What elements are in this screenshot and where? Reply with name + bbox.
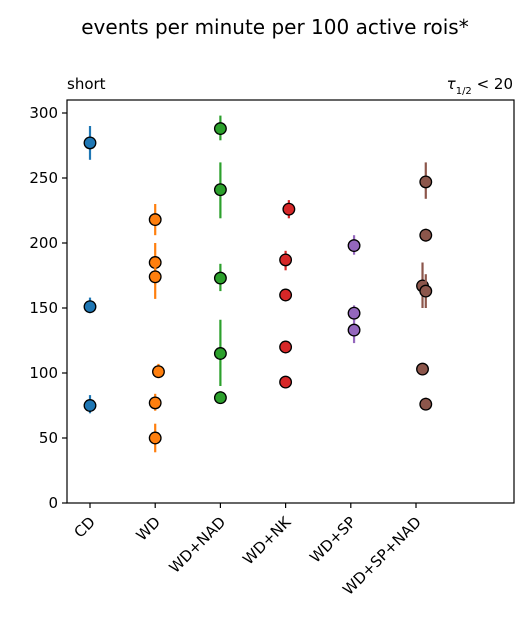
- data-point: [348, 307, 360, 319]
- data-point: [84, 301, 96, 313]
- data-point: [215, 348, 227, 360]
- x-tick-label: WD+NAD: [166, 513, 230, 577]
- data-point: [348, 240, 360, 252]
- plot-frame: [67, 100, 514, 503]
- data-point: [420, 229, 432, 241]
- data-point: [348, 324, 360, 336]
- data-point: [215, 392, 227, 404]
- data-point: [153, 366, 165, 378]
- y-tick-label: 300: [29, 104, 58, 122]
- data-point: [215, 272, 227, 284]
- y-tick-label: 0: [48, 494, 58, 512]
- data-point: [84, 137, 96, 149]
- y-tick-label: 50: [39, 429, 58, 447]
- data-point: [280, 254, 292, 266]
- data-point: [149, 271, 161, 283]
- data-point: [417, 363, 429, 375]
- data-point: [215, 184, 227, 196]
- y-tick-label: 200: [29, 234, 58, 252]
- data-point: [280, 289, 292, 301]
- data-point: [420, 176, 432, 188]
- data-point: [149, 214, 161, 226]
- plot-area: [84, 116, 431, 453]
- data-point: [280, 376, 292, 388]
- series-wd-sp: [348, 235, 360, 343]
- x-tick-label: WD: [133, 513, 164, 544]
- data-point: [420, 398, 432, 410]
- data-point: [215, 123, 227, 135]
- data-point: [420, 285, 432, 297]
- data-point: [283, 203, 295, 215]
- data-point: [149, 432, 161, 444]
- y-tick-label: 100: [29, 364, 58, 382]
- chart-subtitle-left: short: [67, 75, 106, 93]
- x-tick-label: CD: [71, 513, 99, 541]
- chart-title: events per minute per 100 active rois*: [81, 15, 468, 39]
- y-tick-label: 250: [29, 169, 58, 187]
- series-wd: [149, 204, 164, 452]
- chart-subtitle-right: τ1/2 < 20: [447, 75, 513, 97]
- series-wd-nad: [215, 116, 227, 404]
- data-point: [149, 397, 161, 409]
- data-point: [84, 400, 96, 412]
- x-tick-label: WD+SP: [306, 513, 359, 566]
- x-tick-label: WD+NK: [239, 512, 295, 568]
- series-wd-nk: [280, 200, 295, 388]
- y-tick-label: 150: [29, 299, 58, 317]
- series-cd: [84, 126, 96, 413]
- series-wd-sp-nad: [417, 162, 432, 410]
- data-point: [280, 341, 292, 353]
